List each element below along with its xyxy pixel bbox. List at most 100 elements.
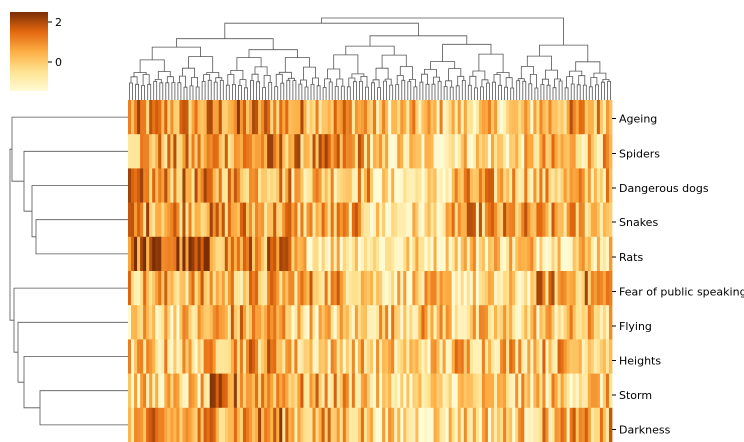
heatmap-cell — [379, 271, 383, 306]
heatmap-cell — [481, 373, 486, 409]
heatmap-cell — [194, 168, 198, 203]
heatmap-cell — [439, 339, 443, 374]
heatmap-cell — [593, 271, 598, 306]
heatmap-cell — [285, 134, 289, 169]
heatmap-cell — [164, 202, 168, 238]
heatmap-cell — [294, 305, 298, 340]
heatmap-cell — [602, 100, 607, 135]
heatmap-cell — [487, 373, 492, 409]
heatmap-cell — [336, 339, 341, 374]
heatmap-cell — [336, 236, 341, 272]
heatmap-cell — [155, 100, 159, 135]
heatmap-cell — [536, 271, 540, 306]
heatmap-cell — [206, 339, 211, 374]
heatmap-cell — [167, 373, 171, 409]
dendrogram-branch — [157, 71, 171, 80]
heatmap-cell — [173, 202, 177, 238]
heatmap-cell — [279, 202, 283, 238]
heatmap-cell — [149, 339, 153, 374]
heatmap-cell — [599, 202, 604, 238]
heatmap-cell — [158, 407, 162, 442]
heatmap-cell — [191, 407, 195, 442]
heatmap-cell — [590, 407, 595, 442]
heatmap-cell — [264, 373, 268, 409]
heatmap-cell — [515, 168, 519, 203]
heatmap-cell — [506, 305, 510, 340]
heatmap-cell — [581, 236, 586, 272]
heatmap-cell — [203, 271, 208, 306]
heatmap-cell — [164, 100, 168, 135]
heatmap-cell — [593, 168, 598, 203]
heatmap-cell — [354, 373, 359, 409]
heatmap-cell — [542, 134, 546, 169]
heatmap-cell — [575, 236, 580, 272]
heatmap-cell — [563, 407, 568, 442]
heatmap-cell — [297, 100, 301, 135]
heatmap-cell — [391, 168, 395, 203]
heatmap-cell — [454, 407, 459, 442]
dendrogram-branch — [336, 78, 344, 87]
heatmap-cell — [152, 100, 156, 135]
heatmap-cell — [451, 407, 456, 442]
heatmap-cell — [494, 339, 498, 374]
heatmap-cell — [388, 100, 392, 135]
heatmap-cell — [418, 134, 422, 169]
heatmap-cell — [394, 202, 398, 238]
heatmap-cell — [572, 373, 577, 409]
heatmap-cell — [230, 236, 235, 272]
heatmap-cell — [460, 202, 465, 238]
heatmap-cell — [418, 373, 422, 409]
heatmap-cell — [400, 305, 404, 340]
heatmap-cell — [363, 168, 368, 203]
heatmap-cell — [327, 100, 332, 135]
heatmap-cell — [397, 168, 401, 203]
heatmap-cell — [478, 271, 483, 306]
heatmap-cell — [327, 202, 332, 238]
heatmap-cell — [536, 168, 540, 203]
heatmap-cell — [503, 168, 507, 203]
heatmap-cell — [509, 407, 513, 442]
heatmap-cell — [191, 373, 195, 409]
heatmap-cell — [557, 305, 561, 340]
heatmap-cell — [512, 202, 516, 238]
heatmap-cell — [333, 168, 338, 203]
heatmap-cell — [143, 236, 147, 272]
dendrogram-branch — [324, 78, 332, 88]
heatmap-cell — [581, 168, 586, 203]
heatmap-cell — [242, 305, 247, 340]
heatmap-cell — [530, 271, 534, 306]
heatmap-cell — [400, 271, 404, 306]
heatmap-cell — [363, 271, 368, 306]
dendrogram-branch — [159, 82, 164, 100]
heatmap-cell — [554, 168, 558, 203]
heatmap-cell — [224, 373, 229, 409]
heatmap-cell — [557, 168, 561, 203]
heatmap-cell — [484, 305, 489, 340]
heatmap-cell — [509, 305, 513, 340]
heatmap-cell — [515, 134, 519, 169]
heatmap-cell — [491, 305, 495, 340]
heatmap-cell — [218, 271, 223, 306]
heatmap-cell — [149, 271, 153, 306]
heatmap-cell — [236, 202, 241, 238]
heatmap-cell — [575, 202, 580, 238]
heatmap-cell — [288, 305, 292, 340]
heatmap-cell — [345, 100, 350, 135]
heatmap-cell — [379, 373, 383, 409]
heatmap-cell — [536, 305, 540, 340]
heatmap-cell — [252, 168, 256, 203]
heatmap-cell — [267, 100, 271, 135]
dendrogram-branch — [189, 85, 194, 100]
heatmap-cell — [481, 339, 486, 374]
heatmap-cell — [596, 373, 601, 409]
heatmap-cell — [424, 407, 428, 442]
heatmap-cell — [418, 339, 422, 374]
dendrogram-branch — [478, 53, 504, 73]
heatmap-cell — [503, 373, 507, 409]
heatmap-cell — [218, 236, 223, 272]
heatmap-cell — [373, 100, 377, 135]
heatmap-cell — [336, 271, 341, 306]
heatmap-cell — [391, 236, 395, 272]
heatmap-cell — [448, 339, 453, 374]
heatmap-cell — [436, 100, 440, 135]
